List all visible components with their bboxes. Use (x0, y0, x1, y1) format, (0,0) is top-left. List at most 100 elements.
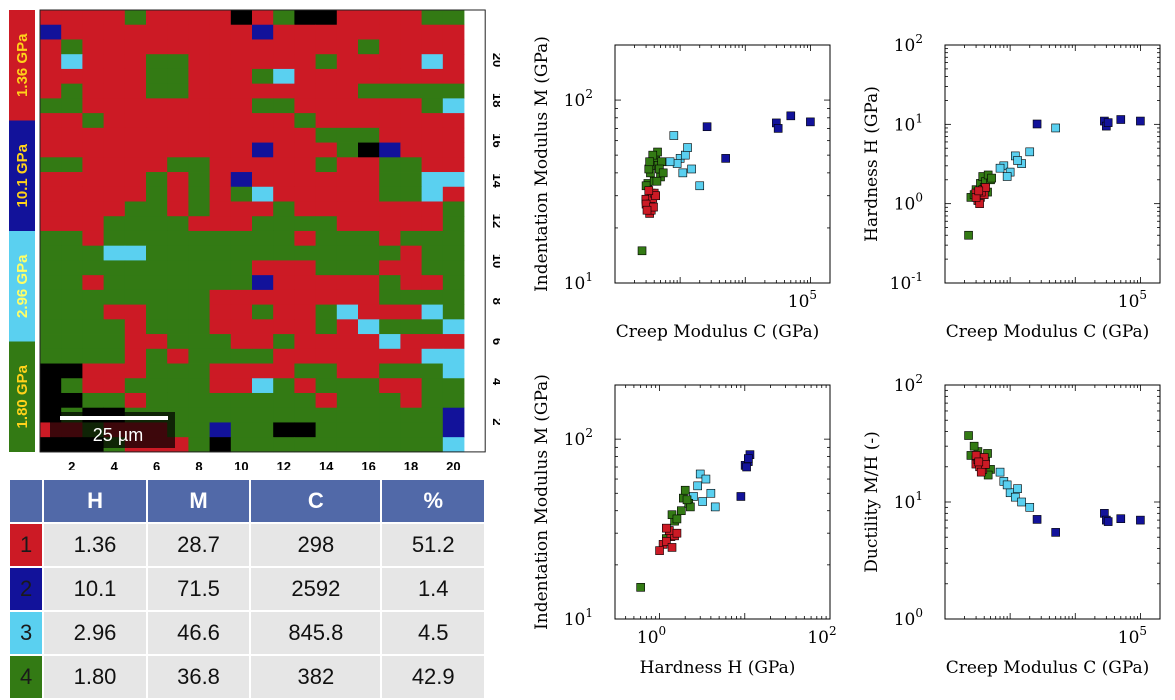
map-y-tick-label: 10 (490, 254, 500, 268)
data-point (677, 506, 686, 516)
map-cell (358, 275, 380, 291)
map-cell (294, 201, 316, 217)
map-cell (379, 304, 401, 320)
map-cell (230, 113, 253, 129)
map-cell (188, 54, 210, 70)
map-cell (294, 407, 316, 423)
map-x-tick-label: 18 (404, 459, 418, 470)
table-row: 1 1.36 28.7 298 51.2 (10, 524, 484, 566)
map-cell (315, 348, 338, 364)
map-cell (146, 10, 168, 26)
map-cell (294, 319, 316, 335)
map-cell (230, 83, 253, 99)
map-cell (336, 127, 359, 143)
data-point (678, 168, 688, 178)
y-axis-label: Indentation Modulus M (GPa) (532, 36, 552, 292)
map-cell (124, 186, 147, 202)
map-cell (82, 142, 104, 158)
map-cell (124, 275, 147, 291)
map-cell (294, 10, 316, 26)
map-x-tick-label: 16 (361, 459, 375, 470)
map-cell (103, 10, 126, 26)
map-cell (61, 260, 83, 276)
map-cell (209, 289, 232, 305)
data-point (1017, 497, 1026, 507)
map-cell (442, 304, 465, 320)
map-cell (188, 172, 210, 188)
map-cell (400, 216, 422, 232)
map-cell (167, 230, 189, 247)
map-cell (82, 54, 104, 70)
map-cell (358, 201, 380, 217)
map-cell (336, 348, 359, 364)
map-cell (379, 113, 401, 129)
map-cell (230, 201, 253, 217)
map-cell (421, 422, 444, 438)
map-cell (400, 363, 422, 379)
map-cell (82, 289, 104, 305)
map-cell (421, 407, 444, 423)
map-cell (188, 24, 210, 40)
map-cell (400, 113, 422, 129)
data-point (736, 492, 746, 501)
data-point (1103, 517, 1113, 526)
map-cell (230, 319, 253, 335)
map-cell (442, 260, 465, 276)
map-cell (336, 437, 359, 453)
map-cell (421, 378, 444, 394)
map-cell (315, 201, 338, 217)
map-cell (103, 54, 126, 70)
map-x-tick-label: 2 (68, 459, 75, 470)
map-cell (209, 407, 232, 423)
map-cell (252, 392, 274, 409)
series-group (736, 450, 755, 501)
map-cell (294, 275, 316, 291)
map-cell (273, 10, 295, 26)
map-cell (188, 83, 210, 99)
map-cell (379, 363, 401, 379)
map-cell (358, 216, 380, 232)
map-cell (40, 392, 62, 409)
map-cell (82, 186, 104, 202)
map-cell (103, 157, 126, 173)
data-point (1002, 480, 1012, 490)
colorbar-segment (9, 120, 35, 231)
map-cell (421, 186, 444, 202)
map-cell (61, 186, 83, 202)
map-cell (379, 10, 401, 26)
map-cell (273, 348, 295, 364)
map-cell (167, 113, 189, 129)
map-cell (209, 127, 232, 143)
map-cell (252, 216, 274, 232)
data-point (974, 186, 984, 196)
phase-properties-table: H M C % 1 1.36 28.7 298 51.2 2 10.1 71.5… (8, 478, 486, 700)
data-point (698, 497, 707, 506)
map-cell (379, 407, 401, 423)
map-cell (167, 157, 189, 173)
map-cell (336, 304, 359, 320)
table-row: 4 1.80 36.8 382 42.9 (10, 656, 484, 698)
map-cell (61, 10, 83, 26)
map-cell (124, 363, 147, 379)
map-cell (124, 319, 147, 335)
map-cell (400, 201, 422, 217)
map-cell (124, 172, 147, 188)
map-cell (82, 10, 104, 26)
data-point (1010, 492, 1020, 502)
series-group (971, 451, 990, 477)
map-y-tick-label: 8 (490, 298, 500, 305)
map-cell (124, 39, 147, 55)
data-point (695, 469, 705, 479)
table-cell-m: 71.5 (147, 568, 250, 610)
map-cell (146, 304, 168, 320)
map-cell (379, 378, 401, 394)
map-cell (358, 378, 380, 394)
map-frame (39, 9, 486, 453)
data-point (672, 528, 682, 538)
map-cell (82, 127, 104, 143)
map-cell (124, 83, 147, 99)
map-cell (209, 157, 232, 173)
map-cell (336, 363, 359, 379)
map-cell (188, 407, 210, 423)
map-cell (252, 319, 274, 335)
